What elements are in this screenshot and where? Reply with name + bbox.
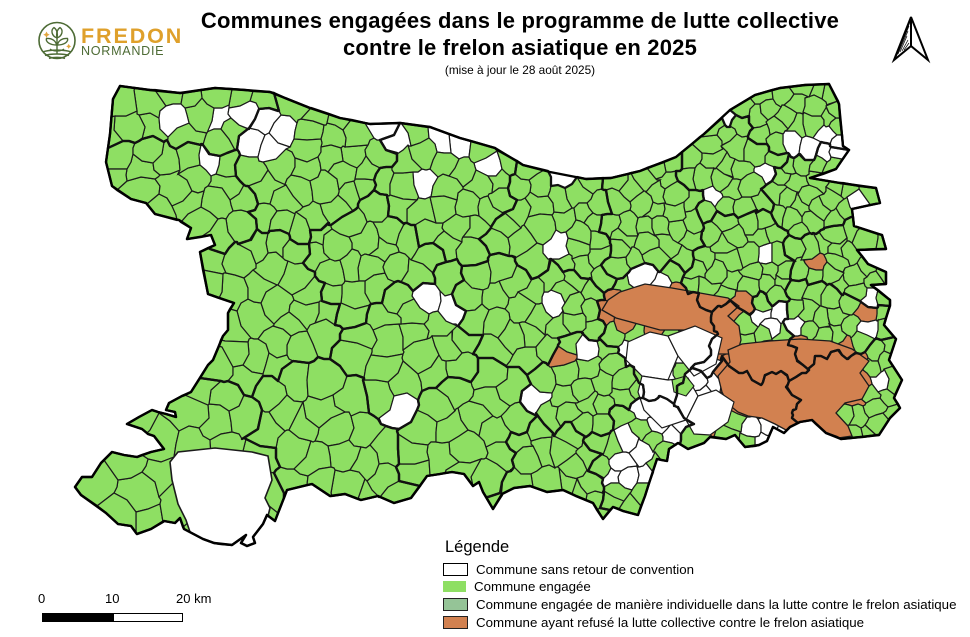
svg-text:NORMANDIE: NORMANDIE: [81, 44, 164, 58]
svg-text:FREDON: FREDON: [81, 24, 183, 48]
